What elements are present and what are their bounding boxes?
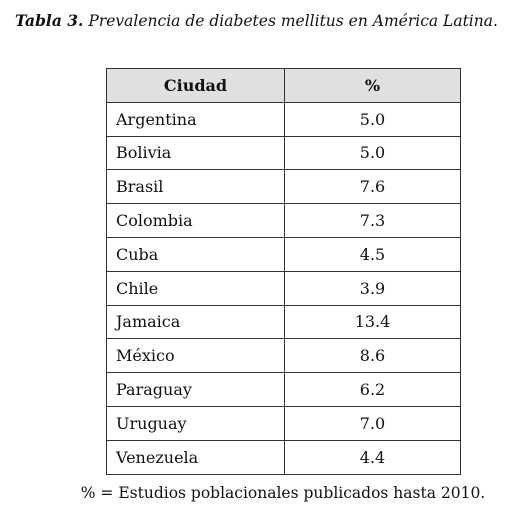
column-header: % — [284, 68, 461, 103]
city-cell: Colombia — [106, 203, 285, 238]
table-row: Venezuela 4.4 — [106, 439, 461, 475]
value-cell: 3.9 — [284, 270, 461, 306]
footnote: % = Estudios poblacionales publicados ha… — [80, 484, 486, 502]
value-cell: 5.0 — [284, 101, 461, 137]
city-cell: Jamaica — [106, 304, 285, 340]
header-row: Ciudad % — [106, 68, 461, 103]
table-row: Bolivia 5.0 — [106, 135, 461, 171]
caption-text: Prevalencia de diabetes mellitus en Amér… — [88, 12, 498, 30]
caption-label: Tabla 3. — [15, 11, 84, 30]
value-cell: 7.3 — [284, 203, 461, 238]
data-table: Ciudad % Argentina 5.0 Bolivia 5.0 Brasil 7.6… — [106, 68, 461, 475]
value-cell: 13.4 — [284, 304, 461, 340]
city-cell: Argentina — [106, 101, 285, 137]
table-row: Paraguay 6.2 — [106, 372, 461, 407]
value-cell: 4.4 — [284, 439, 461, 475]
value-cell: 6.2 — [284, 372, 461, 407]
table-caption: Tabla 3. Prevalencia de diabetes mellitu… — [15, 11, 498, 30]
value-cell: 7.6 — [284, 169, 461, 205]
city-cell: Venezuela — [106, 439, 285, 475]
city-cell: México — [106, 338, 285, 374]
city-cell: Paraguay — [106, 372, 285, 407]
table-row: Jamaica 13.4 — [106, 304, 461, 340]
table-row: Colombia 7.3 — [106, 203, 461, 238]
city-cell: Chile — [106, 270, 285, 306]
value-cell: 5.0 — [284, 135, 461, 171]
table-row: Cuba 4.5 — [106, 236, 461, 272]
city-cell: Bolivia — [106, 135, 285, 171]
value-cell: 8.6 — [284, 338, 461, 374]
column-header: Ciudad — [106, 68, 285, 103]
table-row: México 8.6 — [106, 338, 461, 374]
city-cell: Uruguay — [106, 405, 285, 441]
table-row: Argentina 5.0 — [106, 101, 461, 137]
value-cell: 4.5 — [284, 236, 461, 272]
table-row: Brasil 7.6 — [106, 169, 461, 205]
table-row: Chile 3.9 — [106, 270, 461, 306]
table-body: Argentina 5.0 Bolivia 5.0 Brasil 7.6 Colombia 7… — [106, 101, 461, 475]
city-cell: Brasil — [106, 169, 285, 205]
city-cell: Cuba — [106, 236, 285, 272]
value-cell: 7.0 — [284, 405, 461, 441]
table-row: Uruguay 7.0 — [106, 405, 461, 441]
